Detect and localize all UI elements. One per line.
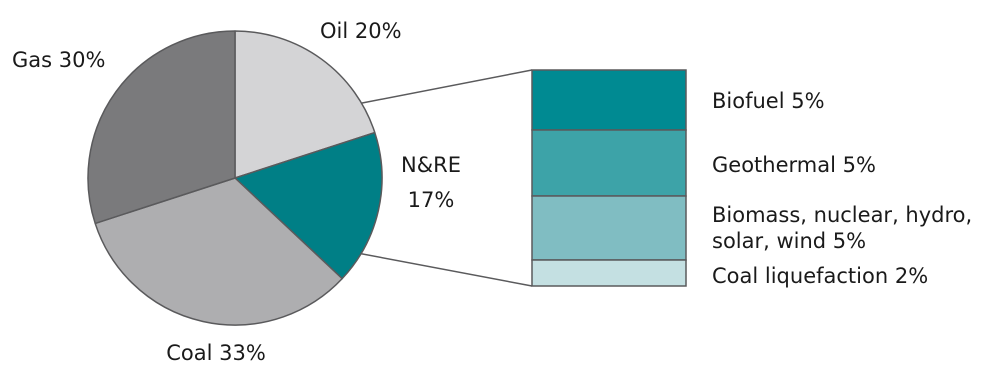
- pie-slice-gas: [87, 30, 236, 225]
- breakdown-segment-geothermal: [531, 129, 687, 197]
- breakdown-segment-renewables: [531, 195, 687, 261]
- pie-slices: [87, 30, 383, 326]
- pie-slice-nre: [234, 131, 383, 280]
- breakdown-label-renewables-line1: Biomass, nuclear, hydro,: [712, 203, 972, 227]
- slice-label-coal: Coal 33%: [166, 341, 266, 365]
- breakdown-label-renewables-line2: solar, wind 5%: [712, 229, 866, 253]
- slice-label-nre-percent: 17%: [408, 188, 455, 212]
- breakdown-label-geothermal: Geothermal 5%: [712, 153, 876, 177]
- slice-label-nre: N&RE: [401, 153, 461, 177]
- breakdown-segment-coal-liquefaction: [531, 259, 687, 287]
- breakdown-segment-biofuel: [531, 69, 687, 131]
- pie-slice-oil: [234, 30, 376, 179]
- connector-line-bottom: [351, 251, 533, 287]
- breakdown-bar: [531, 69, 687, 287]
- connector-line-top: [356, 69, 533, 105]
- slice-label-oil: Oil 20%: [320, 19, 402, 43]
- pie-slice-coal: [94, 177, 343, 326]
- slice-label-gas: Gas 30%: [12, 48, 105, 72]
- breakdown-label-biofuel: Biofuel 5%: [712, 89, 825, 113]
- breakdown-label-coal-liquefaction: Coal liquefaction 2%: [712, 264, 928, 288]
